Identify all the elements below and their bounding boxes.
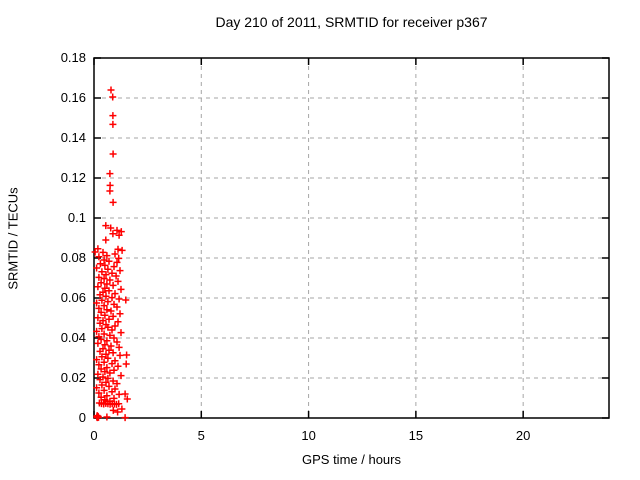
x-axis-label: GPS time / hours bbox=[302, 452, 401, 467]
y-tick-label: 0.04 bbox=[60, 330, 86, 345]
y-tick-label: 0.02 bbox=[60, 370, 86, 385]
x-tick-label: 20 bbox=[515, 428, 531, 443]
plot-frame bbox=[93, 57, 610, 419]
y-tick-label: 0.06 bbox=[60, 290, 86, 305]
y-tick-label: 0.14 bbox=[60, 130, 86, 145]
x-tick-label: 0 bbox=[90, 428, 98, 443]
chart-title: Day 210 of 2011, SRMTID for receiver p36… bbox=[215, 14, 488, 30]
y-tick-label: 0.16 bbox=[60, 90, 86, 105]
y-tick-label: 0 bbox=[78, 410, 86, 425]
y-tick-label: 0.12 bbox=[60, 170, 86, 185]
x-tick-label: 5 bbox=[197, 428, 205, 443]
y-tick-label: 0.18 bbox=[60, 50, 86, 65]
x-tick-label: 15 bbox=[408, 428, 424, 443]
x-tick-label: 10 bbox=[301, 428, 316, 443]
data-points bbox=[91, 86, 131, 422]
y-tick-label: 0.08 bbox=[60, 250, 86, 265]
y-tick-label: 0.1 bbox=[67, 210, 86, 225]
